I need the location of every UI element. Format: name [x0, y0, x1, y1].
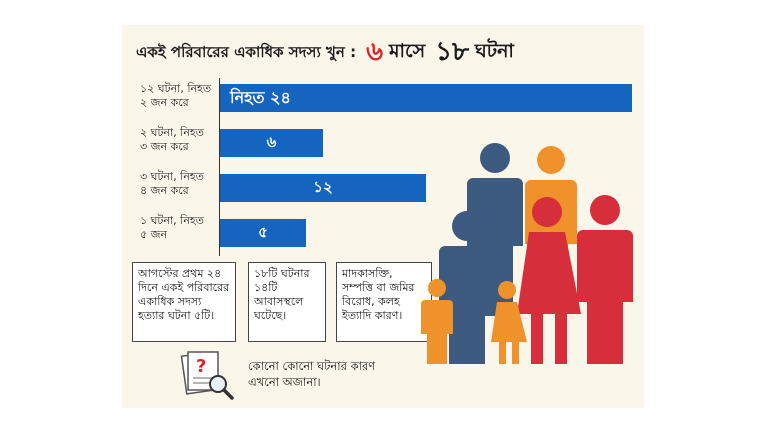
adult-figure-front-blue-icon: [439, 211, 495, 364]
events-number: ১৮: [435, 37, 469, 67]
bar-value-label-2: ৬: [266, 132, 277, 151]
bar-3: ১২: [220, 174, 426, 202]
bar-1: নিহত ২৪: [220, 84, 632, 112]
bar-2: ৬: [220, 129, 323, 157]
row-label-1: ১২ ঘটনা, নিহত ২ জন করে: [140, 82, 212, 109]
chart-title: একই পরিবারের একাধিক সদস্য খুন :: [136, 42, 357, 61]
bar-4: ৫: [220, 219, 306, 247]
note-box-1: আগস্টের প্রথম ২৪ দিনে একই পরিবারের একাধিক…: [132, 262, 236, 342]
bar-value-label-1: নিহত ২৪: [230, 87, 291, 107]
child-figure-girl-icon: [491, 281, 527, 364]
family-figures-icon: [421, 143, 633, 364]
bar-value-label-3: ১২: [313, 177, 333, 196]
svg-text:?: ?: [196, 356, 206, 377]
months-word: মাসে: [388, 40, 426, 62]
child-figure-boy-icon: [421, 279, 453, 364]
adult-figure-man-red-icon: [577, 195, 633, 364]
document-question-icon: ?: [180, 351, 234, 400]
header: একই পরিবারের একাধিক সদস্য খুন : ৬ মাসে ১…: [136, 37, 514, 68]
footer-note: কোনো কোনো ঘটনার কারণ এখনো অজানা।: [248, 359, 376, 389]
adult-figure-woman-red-icon: [517, 197, 581, 364]
note-box-2: ১৮টি ঘটনার ১৪টি আবাসস্থলে ঘটেছে।: [248, 262, 326, 342]
row-label-4: ১ ঘটনা, নিহত ৫ জন: [140, 214, 204, 241]
events-word: ঘটনা: [474, 40, 514, 62]
y-axis-line: [219, 78, 220, 256]
magnifier-icon: [209, 375, 234, 400]
row-label-2: ২ ঘটনা, নিহত ৩ জন করে: [140, 126, 204, 153]
bar-value-label-4: ৫: [258, 222, 268, 241]
months-number: ৬: [366, 37, 383, 67]
row-label-3: ৩ ঘটনা, নিহত ৪ জন করে: [140, 170, 204, 197]
